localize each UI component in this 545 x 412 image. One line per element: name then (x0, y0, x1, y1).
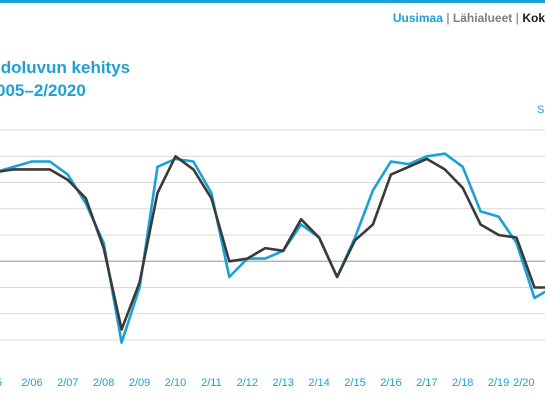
x-tick-label: 2/06 (21, 377, 42, 389)
gridlines (0, 129, 545, 341)
x-tick-label: 2/08 (93, 377, 114, 389)
x-tick-label: 2/07 (57, 377, 78, 389)
x-tick-label: 2/20 (513, 377, 534, 389)
x-tick-label: 2/10 (165, 377, 186, 389)
x-tick-label: 2/15 (344, 377, 365, 389)
x-tick-label: 2/12 (237, 377, 258, 389)
x-tick-labels: 05 2/06 2/07 2/08 2/09 2/10 2/11 2/12 2/13 2/14 2/… (0, 377, 535, 389)
nav-separator: | (515, 11, 519, 25)
x-tick-label: 2/16 (380, 377, 401, 389)
x-tick-label: 2/11 (201, 377, 222, 389)
x-tick-label: 2/17 (416, 377, 437, 389)
x-tick-label: 05 (0, 377, 2, 389)
nav-link-uusimaa[interactable]: Uusimaa (392, 11, 443, 25)
nav-separator: | (446, 11, 450, 25)
x-tick-label: 2/19 (488, 377, 509, 389)
series-lines (0, 152, 545, 344)
x-tick-label: 2/09 (129, 377, 150, 389)
region-nav: Uusimaa | Lähialueet | Kok (393, 11, 545, 25)
chart-title-line-2: 005–2/2020 (0, 81, 86, 100)
nav-link-kok[interactable]: Kok (522, 11, 545, 25)
chart-title: ldoluvun kehitys 005–2/2020 (0, 56, 130, 102)
chart-title-line-1: ldoluvun kehitys (0, 58, 131, 77)
x-tick-label: 2/18 (452, 377, 473, 389)
x-tick-label: 2/13 (272, 377, 293, 389)
corner-label: S (537, 104, 545, 116)
top-rule (0, 0, 545, 3)
x-tick-label: 2/14 (308, 377, 329, 389)
nav-link-lahialueet[interactable]: Lähialueet (452, 11, 513, 25)
series-line-dark (0, 155, 545, 331)
